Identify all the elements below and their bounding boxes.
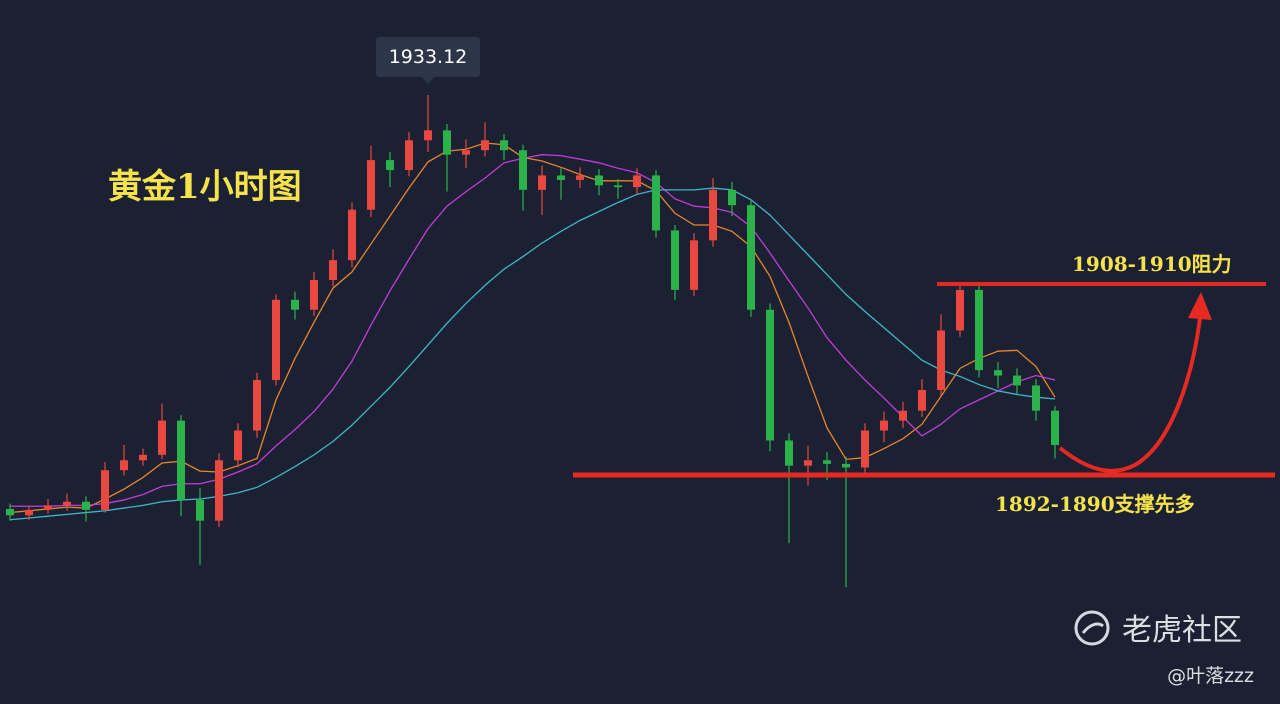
candle-body — [652, 175, 660, 231]
candle-body — [1013, 375, 1021, 386]
logo-stroke — [1081, 622, 1104, 634]
candle-body — [671, 230, 679, 290]
candle-body — [975, 289, 983, 371]
candle-body — [443, 130, 451, 155]
candle-body — [861, 430, 869, 468]
support-label: 1892-1890支撑先多 — [995, 492, 1195, 516]
candle-body — [1032, 385, 1040, 411]
candle-body — [215, 460, 223, 521]
candle-body — [747, 205, 755, 310]
candle-body — [842, 463, 850, 468]
candle-body — [120, 460, 128, 471]
plot-area — [6, 95, 1059, 588]
candle-body — [823, 460, 831, 464]
candle-body — [6, 508, 14, 516]
logo-ring — [1074, 610, 1110, 646]
candle-body — [994, 370, 1002, 376]
candle-body — [405, 140, 413, 171]
watermark: 老虎社区 — [1122, 613, 1242, 648]
arrow-head — [1188, 292, 1212, 320]
candle-body — [82, 501, 90, 510]
candle-body — [576, 175, 584, 180]
chart-title: 黄金1小时图 — [108, 167, 302, 207]
candle-body — [937, 330, 945, 390]
candle-body — [956, 289, 964, 331]
candle-body — [538, 175, 546, 190]
peak-tooltip-pointer — [422, 77, 434, 85]
candle-body — [519, 150, 527, 190]
candle-body — [44, 505, 52, 510]
candle-body — [633, 175, 641, 188]
candle-body — [462, 150, 470, 155]
candle-body — [804, 460, 812, 466]
candle-body — [481, 140, 489, 151]
author: @叶落zzz — [1167, 665, 1254, 687]
candle-body — [291, 299, 299, 310]
candle-body — [101, 470, 109, 510]
candle-body — [196, 499, 204, 521]
candle-body — [234, 430, 242, 461]
candle-body — [158, 420, 166, 455]
candle-body — [614, 185, 622, 188]
arrow-path — [1058, 317, 1202, 473]
candle-body — [595, 175, 603, 186]
candle-body — [424, 130, 432, 141]
candle-body — [918, 389, 926, 411]
candle-body — [139, 454, 147, 461]
candle-body — [785, 440, 793, 466]
candle-body — [728, 189, 736, 206]
candle-body — [272, 299, 280, 381]
candle-body — [348, 209, 356, 261]
candle-body — [63, 501, 71, 506]
candle-body — [367, 160, 375, 210]
candle-body — [557, 175, 565, 180]
watermark-logo — [1074, 610, 1110, 646]
candle-body — [386, 160, 394, 171]
candle-body — [177, 420, 185, 500]
resistance-label: 1908-1910阻力 — [1072, 252, 1232, 276]
candle-body — [500, 140, 508, 151]
candle-body — [329, 260, 337, 280]
candle-body — [880, 420, 888, 431]
candle-body — [766, 309, 774, 441]
candle-body — [25, 509, 33, 516]
peak-tooltip-box — [376, 37, 480, 78]
candle-body — [899, 410, 907, 421]
candle-body — [310, 279, 318, 310]
candle-body — [253, 380, 261, 431]
candle-body — [709, 189, 717, 241]
candle-body — [690, 240, 698, 290]
peak-label: 1933.12 — [389, 46, 468, 68]
candle-body — [1051, 410, 1059, 445]
